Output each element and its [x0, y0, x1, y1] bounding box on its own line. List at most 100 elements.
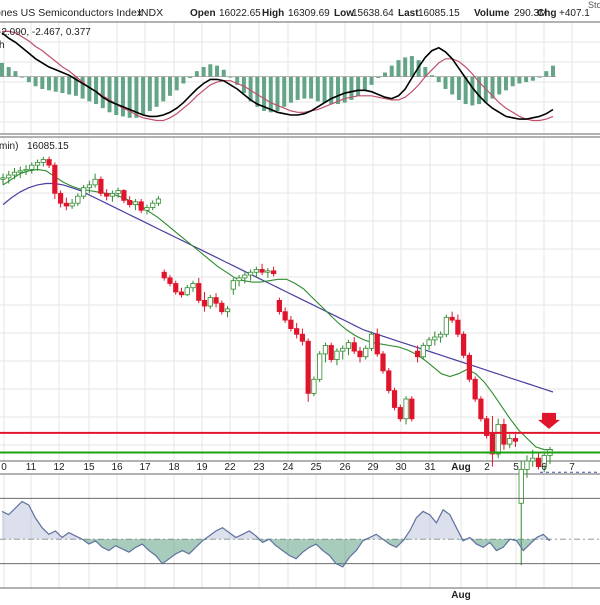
candle-body — [230, 280, 236, 290]
macd-histogram-bar — [53, 76, 58, 92]
x-axis-tick-label: 18 — [168, 462, 180, 473]
x-axis-tick-label: 19 — [196, 462, 208, 473]
candle-body — [472, 378, 478, 400]
macd-histogram-bar — [503, 76, 508, 91]
candle-body — [92, 178, 98, 186]
macd-histogram-bar — [181, 76, 186, 84]
candle-body — [294, 328, 300, 335]
panel-border — [0, 21, 600, 135]
candle-body — [455, 319, 461, 335]
candle-body — [530, 457, 536, 462]
x-axis-tick-label: 5 — [513, 462, 519, 473]
x-axis-tick-label: 29 — [367, 462, 379, 473]
macd-histogram-bar — [490, 76, 495, 99]
macd-histogram-bar — [87, 76, 92, 102]
x-axis-tick-label: 22 — [224, 462, 236, 473]
x-axis-tick-label: 25 — [310, 462, 322, 473]
macd-histogram-bar — [524, 76, 529, 83]
candle-body — [6, 174, 12, 179]
candle-body — [196, 283, 202, 301]
candle-body — [219, 302, 225, 313]
candle-body — [75, 195, 81, 204]
grid-lines — [0, 22, 600, 588]
chart-header: ones US Semiconductors Index INDX Open 16… — [0, 0, 600, 19]
macd-histogram-bar — [409, 56, 414, 77]
macd-histogram-bar — [154, 76, 159, 107]
macd-histogram-bar — [141, 76, 146, 116]
rsi-line — [1, 500, 551, 568]
macd-histogram-bar — [537, 76, 542, 78]
macd-histogram-bar — [134, 76, 139, 118]
macd-histogram-bar — [362, 76, 367, 91]
ohlc-label: Chg — [537, 8, 556, 19]
macd-histogram-bar — [544, 71, 549, 77]
candle-body — [213, 297, 219, 304]
candle-body — [69, 202, 75, 207]
macd-histogram-bar — [456, 76, 461, 100]
x-axis-tick-label: 31 — [424, 462, 436, 473]
macd-histogram-bar — [215, 65, 220, 77]
macd-histogram-bar — [94, 76, 99, 105]
macd-readout: -2.090, -2.467, 0.377 — [0, 27, 91, 38]
macd-histogram-bar — [288, 76, 293, 103]
candle-body — [242, 274, 248, 279]
down-arrow-icon — [538, 412, 560, 429]
macd-histogram-bar — [33, 76, 38, 87]
panel-border — [0, 473, 600, 589]
macd-histogram-bar — [497, 76, 502, 95]
candle-body — [81, 187, 87, 197]
candle-body — [478, 398, 484, 420]
candle-body — [386, 370, 392, 391]
x-axis-tick-label: 26 — [339, 462, 351, 473]
macd-histogram-bar — [315, 76, 320, 102]
candle-body — [155, 198, 162, 204]
macd-histogram-bar — [100, 76, 105, 109]
macd-histogram-bar — [477, 76, 482, 105]
macd-histogram-bar — [436, 76, 441, 83]
macd-histogram-bar — [235, 76, 240, 85]
x-axis-tick-label: 17 — [139, 462, 151, 473]
macd-panel — [0, 30, 556, 122]
candle-body — [403, 398, 409, 420]
candle-body — [265, 270, 271, 273]
candle-body — [340, 347, 346, 352]
price-readout-fragment: min) — [0, 141, 18, 152]
macd-histogram-bar — [335, 76, 340, 105]
candle-body — [397, 407, 403, 420]
chart-title: ones US Semiconductors Index — [0, 7, 143, 19]
macd-histogram-bar — [201, 67, 206, 77]
candle-body — [317, 353, 323, 380]
macd-histogram-bar — [349, 76, 354, 100]
macd-histogram-bar — [268, 76, 273, 113]
macd-histogram-bar — [329, 76, 334, 105]
macd-histogram-bar — [161, 76, 166, 102]
macd-histogram-bar — [302, 76, 307, 99]
candle-body — [461, 333, 467, 356]
candle-body — [345, 342, 352, 349]
x-axis-tick-label: 6 — [541, 462, 547, 473]
candle-body — [150, 202, 156, 208]
macd-histogram-bar — [443, 76, 448, 89]
candle-body — [86, 184, 92, 189]
ohlc-value: 16309.69 — [288, 8, 330, 19]
macd-histogram-bar — [376, 76, 381, 78]
macd-histogram-bar — [369, 76, 374, 85]
ohlc-label: Last — [398, 8, 419, 19]
macd-histogram-bar — [383, 72, 388, 77]
x-axis-tick-label-bottom: Aug — [451, 590, 470, 600]
candle-body — [127, 199, 133, 206]
ohlc-label: Open — [190, 8, 216, 19]
x-axis-tick-label: 2 — [484, 462, 490, 473]
macd-histogram-bar — [20, 76, 25, 78]
candle-body — [489, 432, 496, 455]
x-axis-tick-label: 11 — [26, 462, 37, 473]
candle-body — [0, 177, 6, 180]
macd-histogram-bar — [551, 65, 555, 77]
candle-body — [391, 390, 398, 408]
candle-body — [368, 333, 375, 349]
candle-body — [449, 316, 455, 321]
panel-frames — [0, 21, 600, 589]
candle-body — [173, 283, 179, 293]
